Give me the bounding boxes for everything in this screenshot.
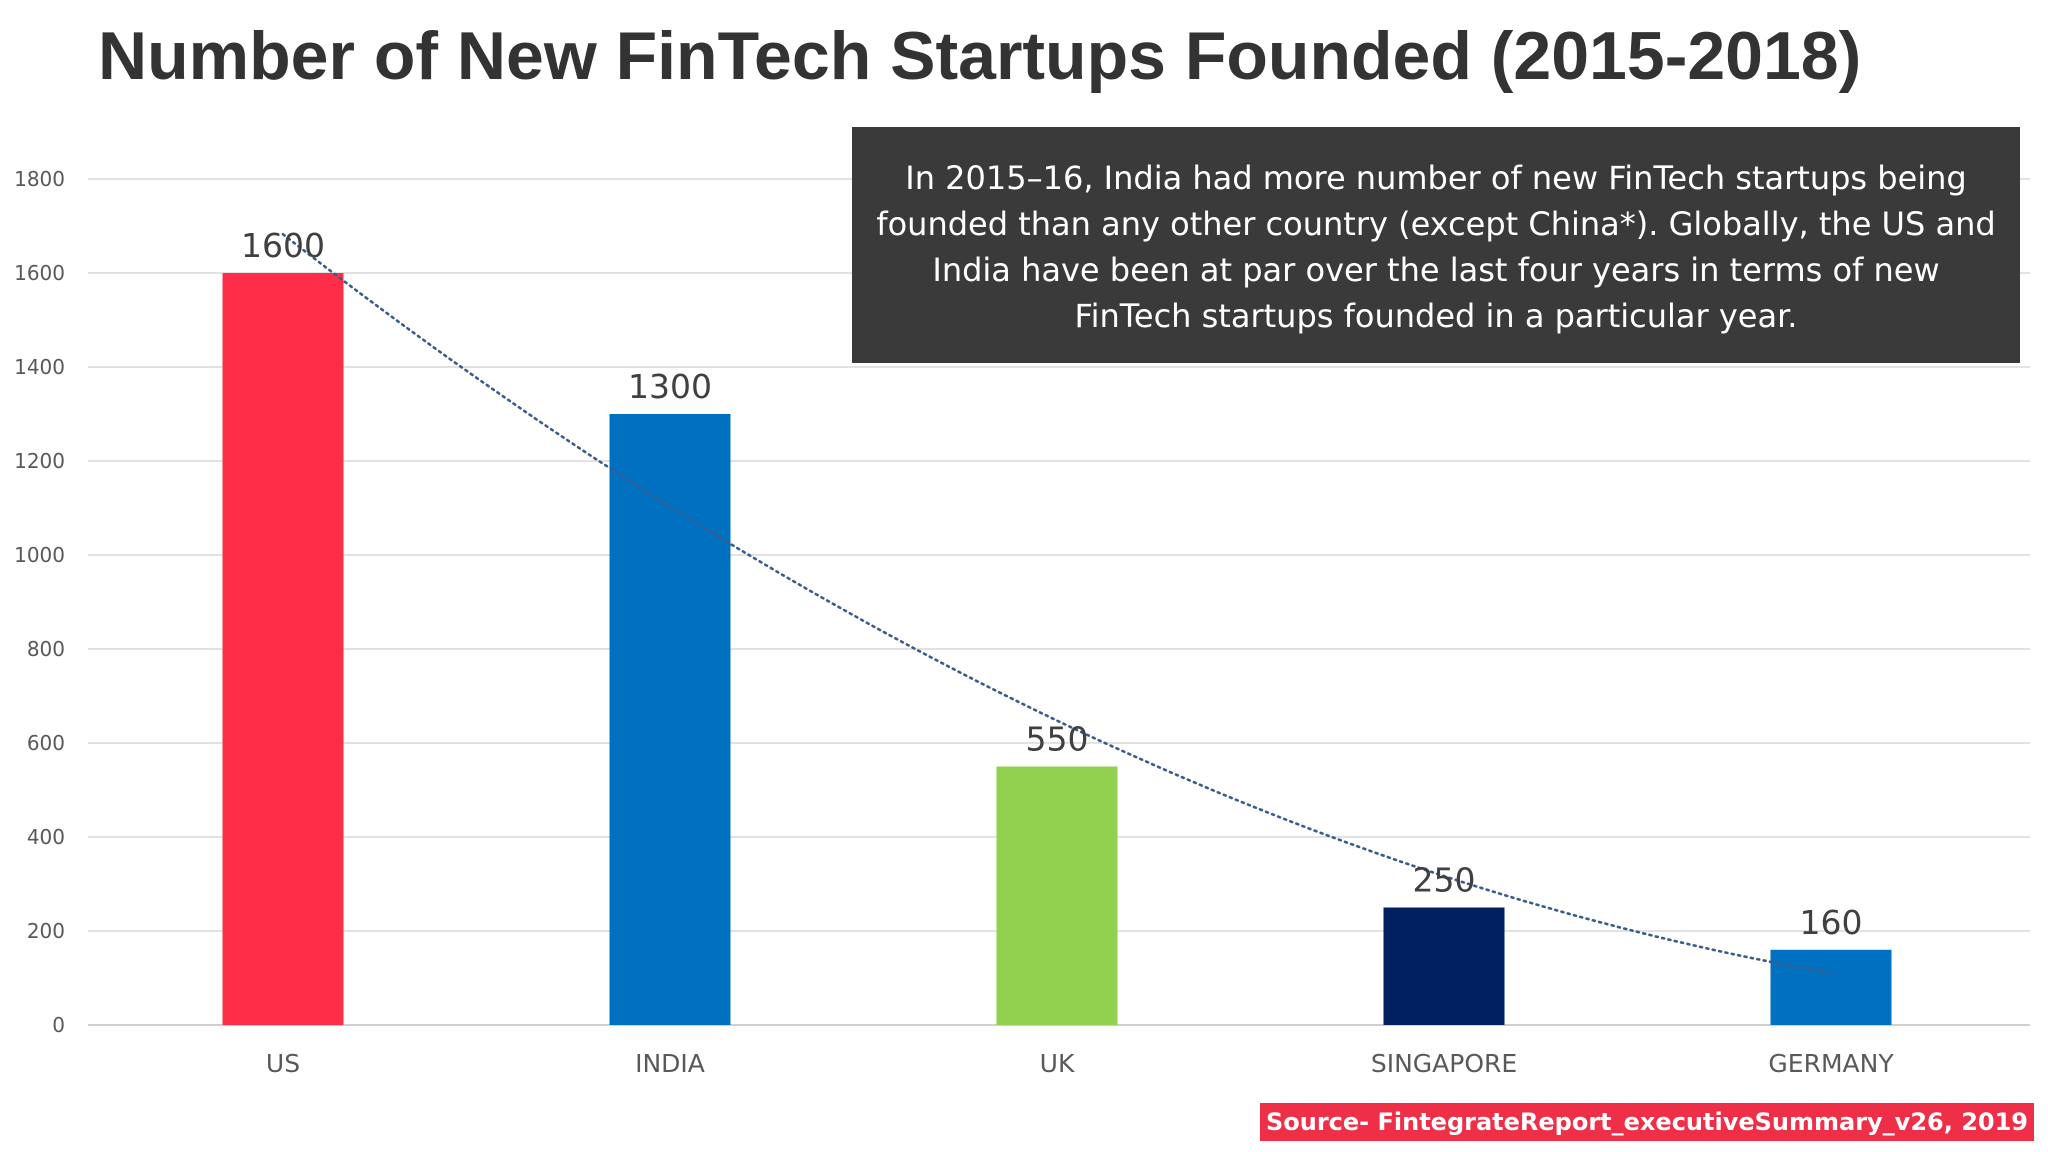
y-tick-label: 800 xyxy=(27,637,65,661)
y-tick-label: 1000 xyxy=(14,543,65,567)
y-tick-label: 400 xyxy=(27,825,65,849)
y-tick-label: 1800 xyxy=(14,167,65,191)
bar-singapore xyxy=(1383,907,1505,1025)
bars xyxy=(222,273,1892,1025)
x-tick-label: US xyxy=(266,1049,300,1078)
bar-germany xyxy=(1770,949,1892,1025)
trendline xyxy=(281,233,1833,975)
annotation-callout: In 2015–16, India had more number of new… xyxy=(852,127,2020,363)
y-tick-label: 1600 xyxy=(14,261,65,285)
trendline-group xyxy=(281,233,1833,975)
data-labels: 1600 1300 550 250 160 xyxy=(241,226,1862,942)
x-tick-label: INDIA xyxy=(635,1049,705,1078)
data-label: 160 xyxy=(1800,903,1863,942)
y-tick-label: 600 xyxy=(27,731,65,755)
data-label: 1300 xyxy=(628,367,712,406)
x-tick-label: UK xyxy=(1040,1049,1075,1078)
x-axis: US INDIA UK SINGAPORE GERMANY xyxy=(266,1049,1894,1078)
bar-india xyxy=(609,414,731,1025)
source-label: Source- FintegrateReport_executiveSummar… xyxy=(1259,1103,2034,1141)
y-tick-label: 1200 xyxy=(14,449,65,473)
y-tick-label: 1400 xyxy=(14,355,65,379)
bar-us xyxy=(222,273,344,1025)
x-tick-label: GERMANY xyxy=(1768,1049,1894,1078)
chart-title: Number of New FinTech Startups Founded (… xyxy=(98,18,1862,94)
y-axis: 0 200 400 600 800 1000 1200 1400 1600 1800 xyxy=(14,167,65,1037)
data-label: 1600 xyxy=(241,226,325,265)
y-tick-label: 0 xyxy=(52,1013,65,1037)
y-tick-label: 200 xyxy=(27,919,65,943)
data-label: 550 xyxy=(1026,720,1089,759)
x-tick-label: SINGAPORE xyxy=(1371,1049,1517,1078)
bar-uk xyxy=(996,766,1118,1025)
data-label: 250 xyxy=(1413,861,1476,900)
